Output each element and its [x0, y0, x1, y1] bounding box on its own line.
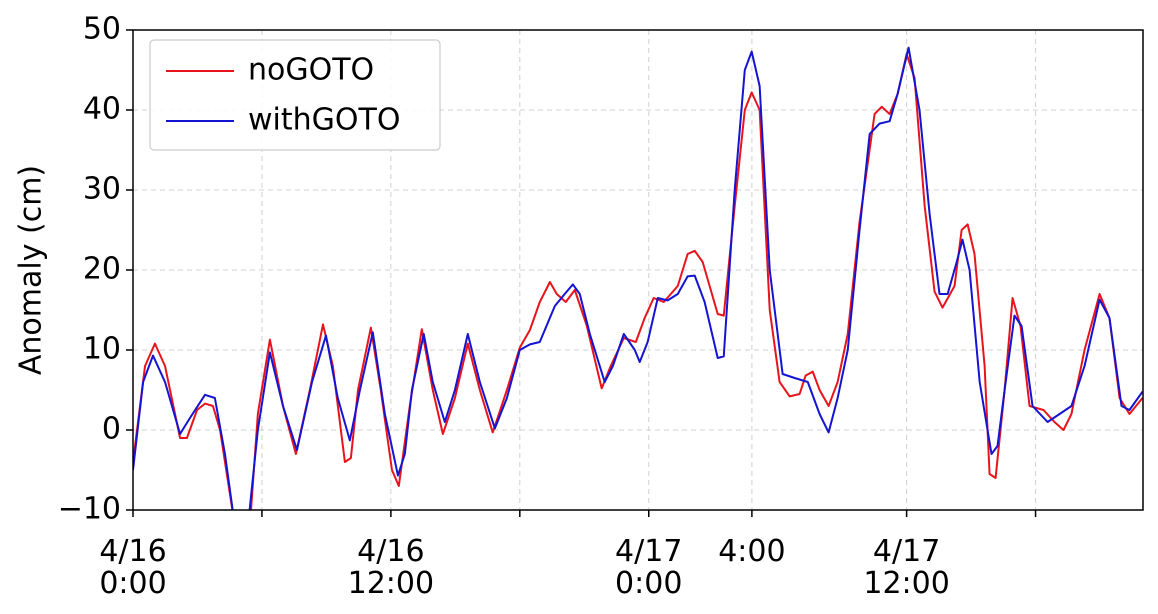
series-line [133, 53, 1143, 510]
x-tick-label: 4/17 12:00 [863, 534, 950, 601]
x-tick-label: 4/17 0:00 [615, 534, 683, 601]
plot-lines [133, 46, 1143, 510]
y-tick-label: 30 [83, 172, 121, 207]
y-tick-label: 0 [102, 412, 121, 447]
legend-box [149, 39, 441, 151]
plot-frame [132, 29, 1144, 511]
y-tick-label: 50 [83, 12, 121, 47]
x-tick-label: 4:00 [718, 534, 786, 569]
x-tick-label: 4/16 0:00 [99, 534, 167, 601]
y-axis-title: Anomaly (cm) [14, 165, 49, 375]
x-tick-label: 4/16 12:00 [347, 534, 435, 601]
legend-label: withGOTO [248, 103, 400, 138]
y-tick-label: 10 [83, 332, 121, 367]
y-tick-label: 20 [83, 252, 121, 287]
y-tick-label: 40 [83, 92, 121, 127]
legend-label: noGOTO [248, 53, 374, 88]
y-tick-label: −10 [58, 492, 121, 527]
series-line [133, 46, 1143, 510]
